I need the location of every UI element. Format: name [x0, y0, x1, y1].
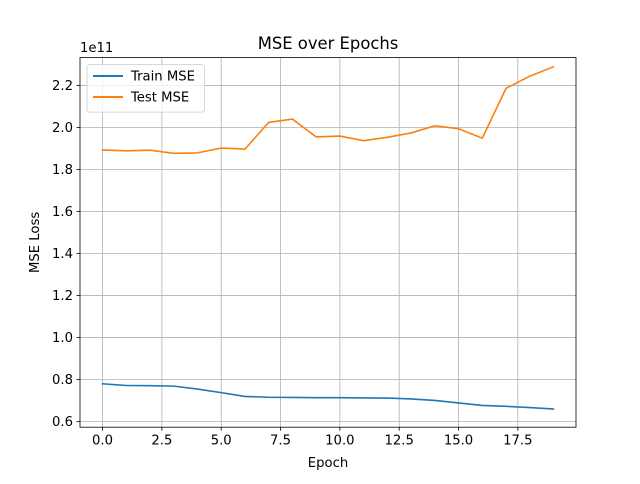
x-tick-label: 5.0 [211, 434, 232, 449]
legend: Train MSE Test MSE [86, 64, 205, 113]
x-tick-label: 12.5 [385, 434, 414, 449]
x-tick-label: 15.0 [444, 434, 473, 449]
plot-area-frame [79, 57, 577, 428]
legend-label-train: Train MSE [130, 70, 195, 85]
y-tick-label: 2.0 [52, 121, 73, 136]
y-tick-label: 1.2 [52, 289, 73, 304]
y-tick-label: 1.0 [52, 331, 73, 346]
y-axis-offset-label: 1e11 [80, 41, 113, 56]
x-tick-label: 0.0 [92, 434, 113, 449]
x-tick-label: 17.5 [503, 434, 532, 449]
y-tick-label: 0.6 [52, 415, 73, 430]
y-tick-label: 1.6 [52, 205, 73, 220]
x-tick-label: 7.5 [270, 434, 291, 449]
x-tick-label: 10.0 [325, 434, 354, 449]
series-line-test-mse [101, 65, 555, 155]
y-tick-label: 2.2 [52, 79, 73, 94]
axis-ticks: 0.0 2.5 5.0 7.5 10.0 12.5 15.0 17.5 0.6 0.8 1.0 1.2… [52, 79, 533, 449]
y-tick-label: 1.4 [52, 247, 73, 262]
y-axis-label: MSE Loss [28, 212, 43, 273]
x-tick-label: 2.5 [151, 434, 172, 449]
series-lines [101, 65, 555, 410]
chart-title: MSE over Epochs [258, 34, 399, 53]
y-tick-label: 0.8 [52, 373, 73, 388]
legend-label-test: Test MSE [130, 91, 189, 106]
series-line-train-mse [101, 382, 555, 410]
grid-lines [80, 57, 576, 428]
x-axis-label: Epoch [308, 456, 348, 471]
y-tick-label: 1.8 [52, 163, 73, 178]
